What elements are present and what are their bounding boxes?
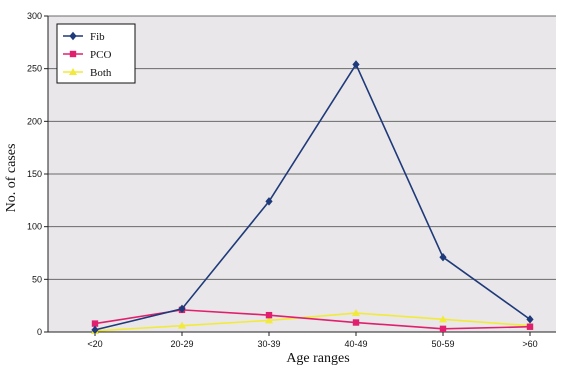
y-tick-label: 100 <box>27 222 42 232</box>
x-tick-label: 20-29 <box>170 339 193 349</box>
data-point <box>352 309 360 317</box>
data-point <box>265 311 273 319</box>
legend-label: Fib <box>90 31 105 43</box>
y-tick-label: 250 <box>27 64 42 74</box>
y-tick-label: 200 <box>27 116 42 126</box>
x-tick-label: 30-39 <box>257 339 280 349</box>
y-tick-label: 150 <box>27 169 42 179</box>
legend-item: Fib <box>63 31 105 43</box>
x-tick-label: <20 <box>87 339 102 349</box>
legend-label: PCO <box>90 49 111 61</box>
x-axis-title: Age ranges <box>286 351 349 366</box>
data-point <box>91 320 99 327</box>
legend: Fib PCO Both <box>56 23 136 84</box>
series <box>91 60 534 335</box>
x-tick-label: 50-59 <box>431 339 454 349</box>
gridlines <box>48 15 556 280</box>
data-point <box>439 315 447 323</box>
data-point <box>178 304 186 314</box>
legend-marker <box>69 68 77 75</box>
data-point <box>352 319 360 326</box>
legend-label: Both <box>90 67 112 79</box>
x-tick-label: 40-49 <box>344 339 367 349</box>
legend-item: Both <box>63 67 112 79</box>
data-point <box>265 197 273 206</box>
y-axis-title: No. of cases <box>4 144 19 213</box>
data-point <box>352 60 360 69</box>
legend-marker <box>69 50 77 58</box>
series-line <box>94 62 531 331</box>
axes: 0 50 100 150 200 250 300 <20 20-29 30-39 40-49 50-5… <box>27 11 556 349</box>
series-line <box>94 312 531 332</box>
y-tick-label: 50 <box>32 274 42 284</box>
data-point <box>178 321 186 329</box>
legend-item: PCO <box>63 49 111 61</box>
data-point <box>439 325 447 333</box>
data-point <box>526 315 534 324</box>
data-point <box>439 253 447 262</box>
series-fib <box>91 60 534 335</box>
data-point <box>526 323 534 330</box>
data-point <box>265 316 273 324</box>
x-tick-label: >60 <box>522 339 537 349</box>
y-tick-label: 0 <box>37 327 42 337</box>
y-tick-label: 300 <box>27 11 42 21</box>
data-point <box>91 325 99 335</box>
legend-marker <box>69 31 77 41</box>
